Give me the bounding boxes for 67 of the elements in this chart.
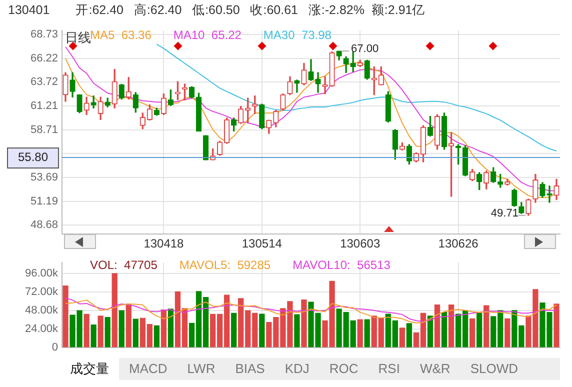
y-tick-label: 63.72 [30, 76, 58, 88]
y-tick-label: 68.73 [30, 28, 58, 41]
text: MA10 65.22 [173, 28, 242, 42]
bar [476, 312, 482, 348]
chart-subtitle: 开:62.40 高:62.40 低:60.50 收:60.61 涨:-2.82% 额:2.91亿 [76, 3, 426, 17]
annotation: 67.00 [351, 43, 379, 56]
text: MA5 63.36 [90, 28, 152, 42]
annotation: 日线 [65, 30, 91, 46]
series-label: VOL: 47705 [90, 258, 158, 272]
y-tick-label: 61.21 [30, 100, 58, 112]
y-tick-label: 51.19 [30, 195, 58, 208]
bar [231, 312, 237, 348]
y-tick-label: 72.00k [24, 286, 58, 298]
bar [98, 316, 104, 348]
y-tick-label: 66.22 [30, 52, 58, 64]
bar [62, 286, 68, 348]
bar [168, 308, 174, 348]
bar [118, 310, 124, 348]
chart-title: 130401 [8, 3, 50, 17]
y-tick-label: 48.68 [30, 219, 58, 232]
bar [427, 316, 434, 348]
bar [399, 328, 406, 348]
bar [90, 324, 96, 348]
y-tick-label: 48.00k [24, 304, 58, 316]
y-tick-label: 58.71 [30, 124, 58, 136]
text: ROC [328, 360, 360, 378]
bar [448, 304, 454, 348]
bar [504, 318, 510, 348]
text: W&R [418, 360, 452, 378]
bar [357, 319, 363, 348]
text: SLOWD [469, 360, 519, 378]
bar [441, 312, 448, 348]
y-tick-label: 96.00k [24, 267, 58, 280]
text: LWR [186, 360, 216, 378]
bar [126, 304, 132, 348]
bar [84, 314, 90, 348]
y-tick-label: 0 [52, 341, 58, 354]
text: MA30 73.98 [263, 28, 332, 42]
bar [406, 323, 412, 348]
bar [160, 310, 167, 348]
bar [364, 319, 370, 348]
text: 成交量 [60, 358, 119, 380]
text: BIAS [234, 360, 266, 378]
x-tick-label: 130514 [242, 236, 282, 251]
x-tick-label: 130626 [438, 236, 479, 251]
bar [154, 325, 160, 348]
bar [132, 318, 138, 348]
bar [554, 304, 560, 348]
bar [259, 314, 265, 348]
x-tick-label: 130418 [144, 236, 184, 251]
bar [294, 314, 300, 348]
x-tick-label: 130603 [340, 236, 380, 251]
bar [434, 304, 440, 348]
bar [112, 273, 118, 348]
text: KDJ [284, 360, 310, 378]
annotation: 49.71 [490, 207, 518, 220]
bar [484, 305, 490, 348]
bar [469, 318, 476, 348]
bar [104, 317, 110, 348]
bar [301, 300, 307, 348]
text: MAVOL5: 59285 [179, 258, 271, 272]
text: RSI [377, 360, 401, 378]
y-tick-label: 53.69 [30, 172, 58, 184]
ref-line-label: 55.80 [18, 150, 48, 164]
y-tick-label: 24.00k [24, 322, 58, 335]
text: MAVOL10: 56513 [292, 258, 390, 272]
text: MACD [128, 360, 168, 378]
